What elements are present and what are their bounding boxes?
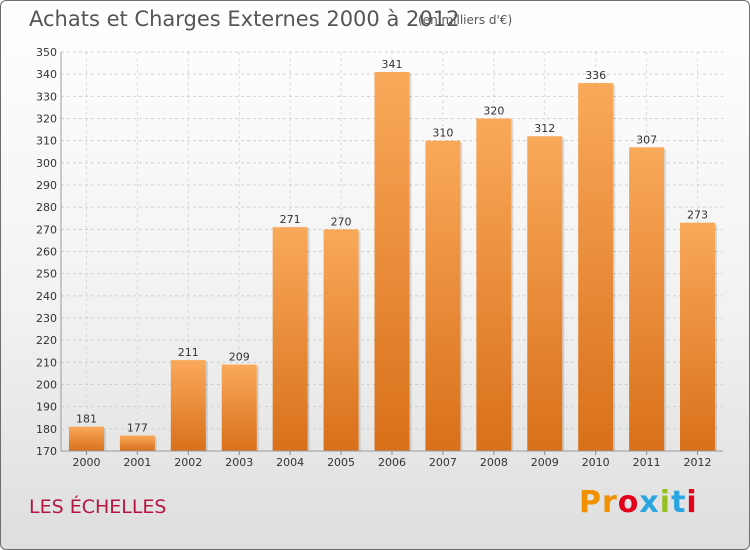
bar <box>629 147 665 452</box>
y-tick-label: 320 <box>36 113 57 126</box>
chart-title: Achats et Charges Externes 2000 à 2012 <box>29 7 460 31</box>
bars <box>68 71 718 452</box>
y-tick-label: 190 <box>36 401 57 414</box>
y-tick-label: 220 <box>36 334 57 347</box>
proxiti-logo: Proxiti <box>579 485 698 520</box>
y-tick-label: 240 <box>36 290 57 303</box>
location-label: LES ÉCHELLES <box>29 496 167 518</box>
y-tick-label: 310 <box>36 135 57 148</box>
bar-value-label: 211 <box>178 346 199 359</box>
bar <box>119 435 155 451</box>
logo-letter: x <box>639 485 660 520</box>
bar-value-label: 336 <box>585 69 606 82</box>
bar-value-label: 270 <box>331 215 352 228</box>
bar <box>425 140 461 451</box>
x-tick-label: 2001 <box>123 456 151 469</box>
x-tick-label: 2008 <box>480 456 508 469</box>
bar-value-label: 307 <box>636 133 657 146</box>
y-tick-label: 350 <box>36 46 57 59</box>
x-tick-label: 2000 <box>72 456 100 469</box>
bar-value-label: 181 <box>76 413 97 426</box>
x-tick-label: 2005 <box>327 456 355 469</box>
logo-letter: o <box>617 485 640 520</box>
y-tick-label: 180 <box>36 423 57 436</box>
bar <box>527 136 563 451</box>
logo-letter: r <box>602 485 618 520</box>
y-tick-label: 210 <box>36 356 57 369</box>
bar-value-label: 341 <box>382 58 403 71</box>
bar-value-label: 312 <box>534 122 555 135</box>
bar-value-label: 271 <box>280 213 301 226</box>
x-tick-label: 2002 <box>174 456 202 469</box>
axes: 170 180 190 200 210 220 230 240 250 260 270 280 290 3… <box>36 46 723 469</box>
y-tick-label: 300 <box>36 157 57 170</box>
bar-value-label: 209 <box>229 351 250 364</box>
bar <box>68 426 104 451</box>
x-tick-label: 2010 <box>582 456 610 469</box>
x-tick-label: 2009 <box>531 456 559 469</box>
logo-letter: i <box>659 485 672 520</box>
bar <box>680 222 716 451</box>
y-tick-label: 200 <box>36 379 57 392</box>
x-tick-label: 2012 <box>684 456 712 469</box>
y-tick-label: 170 <box>36 445 57 458</box>
y-tick-label: 340 <box>36 68 57 81</box>
logo-letter: P <box>579 485 602 520</box>
bar-value-label: 320 <box>483 105 504 118</box>
y-tick-label: 280 <box>36 201 57 214</box>
y-tick-label: 230 <box>36 312 57 325</box>
y-tick-label: 270 <box>36 223 57 236</box>
x-tick-label: 2006 <box>378 456 406 469</box>
y-tick-label: 290 <box>36 179 57 192</box>
bar <box>374 71 410 451</box>
bar <box>323 229 359 451</box>
bar <box>578 83 614 452</box>
bar-value-label: 310 <box>432 127 453 140</box>
logo-letter: i <box>686 485 698 520</box>
bar-value-label: 273 <box>687 209 708 222</box>
bar <box>272 227 308 451</box>
chart-subtitle: (en milliers d'€) <box>418 13 513 27</box>
x-tick-label: 2003 <box>225 456 253 469</box>
x-tick-label: 2007 <box>429 456 457 469</box>
x-tick-label: 2011 <box>633 456 661 469</box>
bar <box>476 118 512 451</box>
y-tick-label: 260 <box>36 246 57 259</box>
bar <box>170 360 206 451</box>
bar-value-label: 177 <box>127 421 148 434</box>
y-tick-label: 250 <box>36 268 57 281</box>
bar <box>221 364 257 451</box>
y-tick-label: 330 <box>36 90 57 103</box>
logo-letter: t <box>671 485 687 520</box>
x-tick-label: 2004 <box>276 456 304 469</box>
